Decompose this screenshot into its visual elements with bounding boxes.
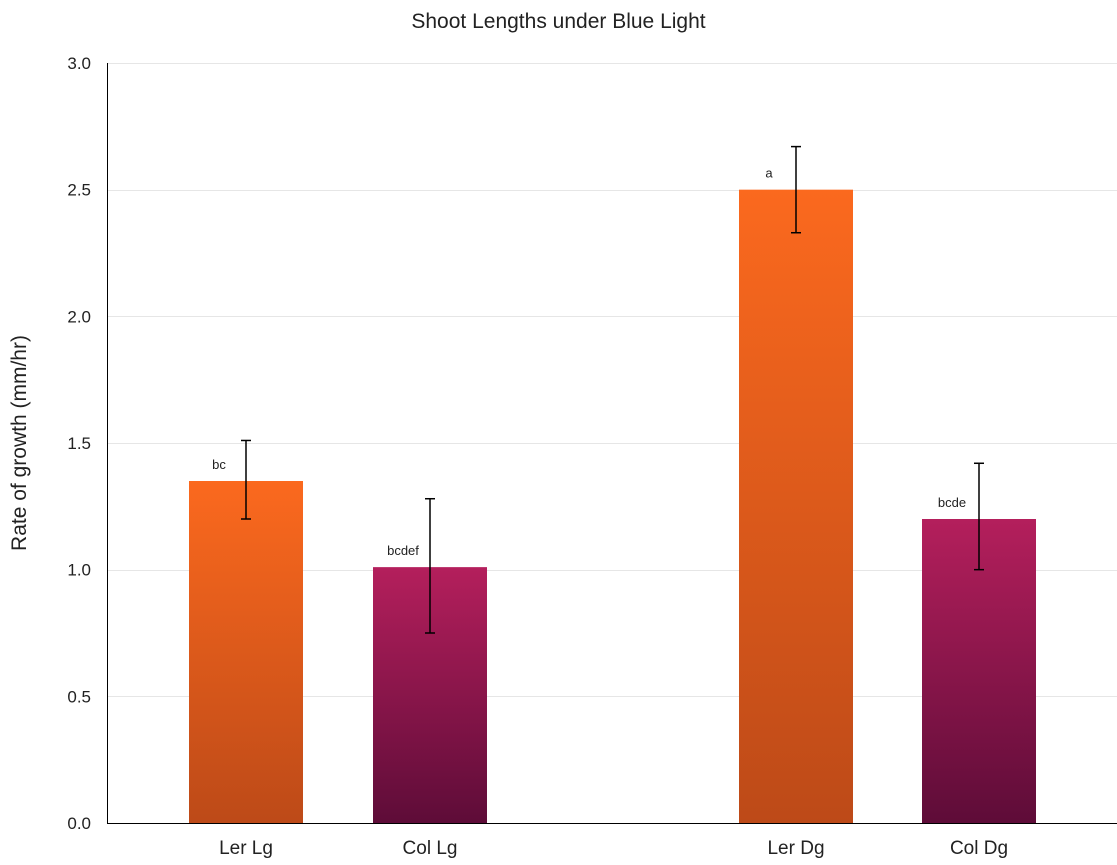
y-tick-label: 2.0 xyxy=(67,307,91,326)
y-tick-label: 0.0 xyxy=(67,814,91,833)
chart-title: Shoot Lengths under Blue Light xyxy=(411,10,706,33)
data-annotation: bc xyxy=(212,457,226,472)
bar xyxy=(739,189,853,823)
y-tick-label: 1.0 xyxy=(67,561,91,580)
data-annotation: a xyxy=(765,166,773,181)
y-tick-label: 1.5 xyxy=(67,434,91,453)
x-tick-label: Col Dg xyxy=(950,838,1008,859)
data-annotation: bcdef xyxy=(387,543,419,558)
y-tick-label: 2.5 xyxy=(67,181,91,200)
y-tick-label: 3.0 xyxy=(67,54,91,73)
bar xyxy=(189,481,303,823)
y-tick-label: 0.5 xyxy=(67,687,91,706)
x-tick-label: Ler Lg xyxy=(219,838,273,859)
x-tick-label: Ler Dg xyxy=(767,838,824,859)
data-annotation: bcde xyxy=(938,495,966,510)
x-tick-label: Col Lg xyxy=(403,838,458,859)
